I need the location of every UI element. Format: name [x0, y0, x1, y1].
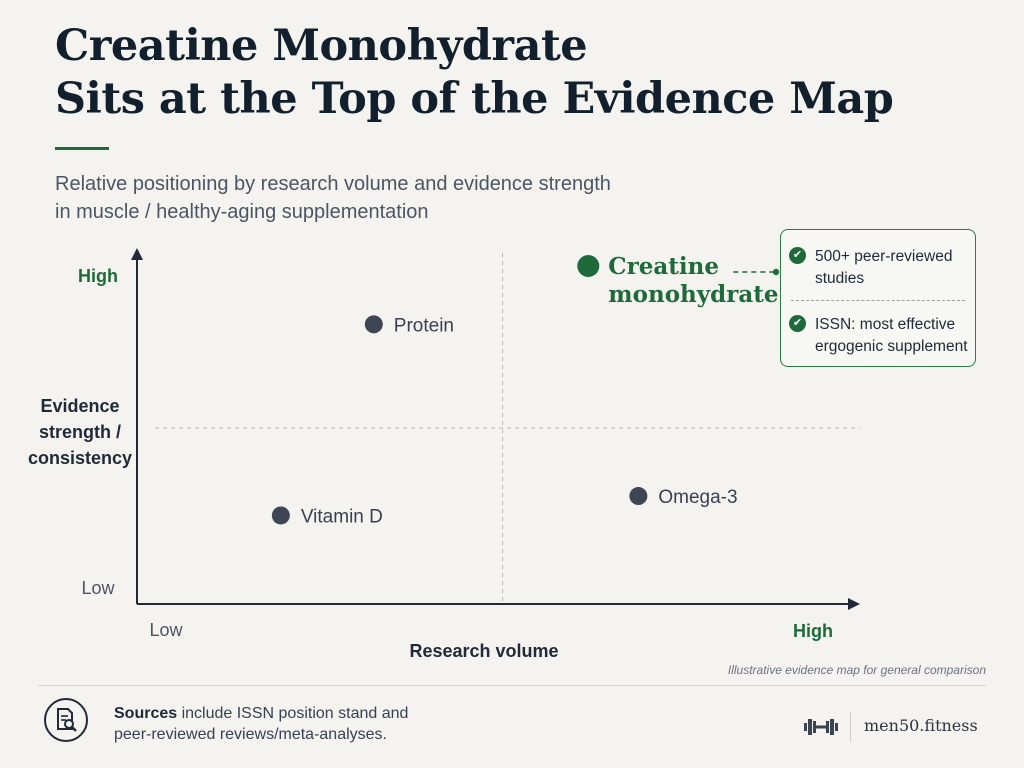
evidence-map-chart: Low High Low High Research volume Evidence str… — [28, 248, 860, 661]
sources-label: Sources — [114, 705, 178, 722]
point-omega-3 — [629, 487, 648, 506]
point-protein — [364, 315, 383, 334]
point-label-protein: Protein — [394, 315, 454, 336]
point-label-vitamin-d: Vitamin D — [301, 506, 383, 527]
subtitle-line-2: in muscle / healthy-aging supplementatio… — [55, 201, 429, 223]
callout-item-2-line-1: ISSN: most effective — [815, 316, 956, 333]
sources-note: Sources include ISSN position stand and … — [114, 703, 408, 745]
brand-divider — [850, 711, 851, 742]
callout-item-issn: ✔ ISSN: most effective ergogenic supplem… — [789, 314, 969, 358]
point-label-creatine-monohydrate-line-1: Creatine — [608, 253, 719, 280]
check-circle-icon: ✔ — [789, 247, 806, 264]
callout-item-studies: ✔ 500+ peer-reviewed studies — [789, 246, 969, 290]
y-axis-title-line-1: Evidence — [40, 396, 119, 416]
point-label-omega-3: Omega-3 — [658, 487, 737, 508]
sources-line-1: Sources include ISSN position stand and — [114, 703, 408, 724]
y-tick-low: Low — [81, 578, 115, 598]
x-axis-title: Research volume — [409, 641, 558, 661]
x-axis-arrow-icon — [848, 598, 860, 610]
sources-line-1-rest: include ISSN position stand and — [177, 705, 409, 722]
callout-divider — [791, 300, 965, 301]
chart-subtitle: Relative positioning by research volume … — [55, 170, 611, 226]
dumbbell-icon — [804, 719, 838, 735]
creatine-evidence-callout: ✔ 500+ peer-reviewed studies ✔ ISSN: mos… — [780, 229, 976, 367]
callout-item-2-line-2: ergogenic supplement — [815, 338, 968, 355]
document-search-icon — [44, 698, 88, 742]
chart-title: Creatine Monohydrate Sits at the Top of … — [55, 20, 894, 126]
title-line-2: Sits at the Top of the Evidence Map — [55, 74, 894, 124]
y-axis-arrow-icon — [131, 248, 143, 260]
title-accent-rule — [55, 147, 109, 150]
title-line-1: Creatine Monohydrate — [55, 21, 588, 71]
callout-leader-dot — [772, 268, 780, 276]
brand-name: men50.fitness — [864, 716, 978, 735]
x-tick-high: High — [793, 621, 833, 641]
check-circle-icon: ✔ — [789, 315, 806, 332]
subtitle-line-1: Relative positioning by research volume … — [55, 173, 611, 195]
x-tick-low: Low — [149, 620, 183, 640]
y-axis-title-line-2: strength / — [39, 422, 121, 442]
callout-item-1-line-1: 500+ peer-reviewed — [815, 248, 953, 265]
y-axis-title-line-3: consistency — [28, 448, 132, 468]
illustrative-footnote: Illustrative evidence map for general co… — [727, 663, 986, 677]
y-tick-high: High — [78, 266, 118, 286]
footer-divider — [38, 685, 986, 686]
point-label-creatine-monohydrate-line-2: monohydrate — [608, 281, 778, 308]
point-vitamin-d — [271, 506, 290, 525]
point-creatine-monohydrate — [577, 255, 600, 277]
callout-item-1-line-2: studies — [815, 270, 865, 287]
sources-line-2: peer-reviewed reviews/meta-analyses. — [114, 726, 387, 743]
